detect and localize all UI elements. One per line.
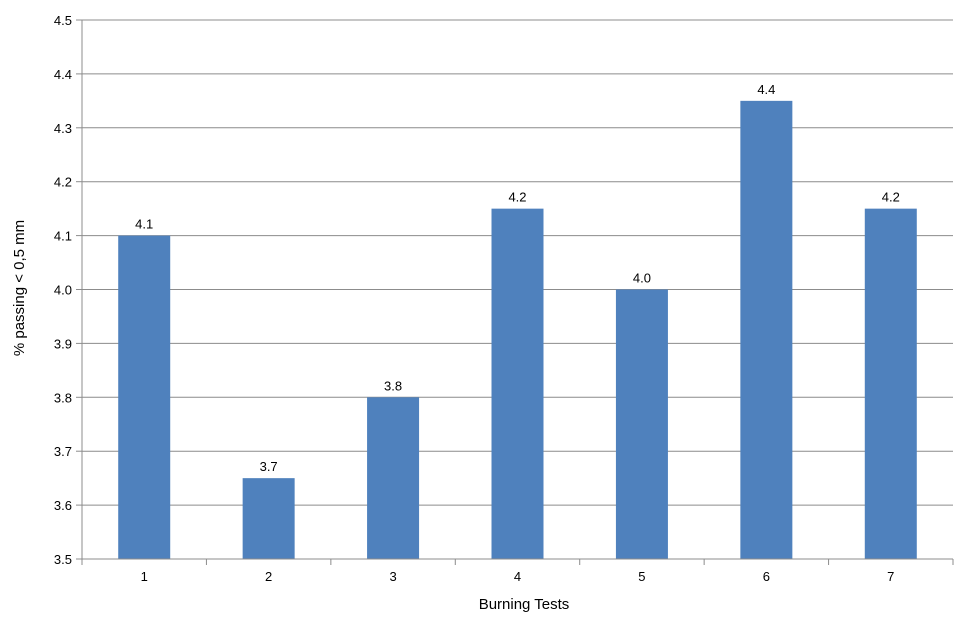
x-axis-title: Burning Tests <box>479 596 570 613</box>
y-tick-label: 4.2 <box>54 175 72 190</box>
x-tick-label: 3 <box>389 569 396 584</box>
x-tick-label: 1 <box>141 569 148 584</box>
y-tick-label: 4.0 <box>54 283 72 298</box>
x-tick-label: 2 <box>265 569 272 584</box>
y-tick-label: 3.5 <box>54 552 72 567</box>
y-tick-label: 3.9 <box>54 336 72 351</box>
bars <box>118 100 917 559</box>
y-tick-label: 4.4 <box>54 67 72 82</box>
data-label: 4.2 <box>508 190 526 205</box>
data-label: 4.1 <box>135 217 153 232</box>
y-tick-label: 3.6 <box>54 498 72 513</box>
bar <box>740 100 793 559</box>
data-label: 4.0 <box>633 271 651 286</box>
bar <box>491 208 544 559</box>
x-tick-label: 4 <box>514 569 521 584</box>
data-label: 4.2 <box>882 190 900 205</box>
data-label: 3.8 <box>384 378 402 393</box>
labels: 3.5 3.6 3.7 3.8 3.9 4.0 4.1 4.2 4.3 4.4 4.5 4.1 1 3.7… <box>54 13 900 584</box>
data-label: 3.7 <box>260 459 278 474</box>
x-tick-label: 5 <box>638 569 645 584</box>
bar <box>118 235 171 559</box>
x-tick-label: 7 <box>887 569 894 584</box>
y-tick-label: 3.7 <box>54 444 72 459</box>
y-tick-label: 4.5 <box>54 13 72 28</box>
axes <box>76 19 954 565</box>
y-tick-label: 4.3 <box>54 121 72 136</box>
bar <box>242 478 295 559</box>
bar <box>864 208 917 559</box>
y-tick-label: 3.8 <box>54 390 72 405</box>
x-tick-label: 6 <box>763 569 770 584</box>
y-axis-title: % passing < 0,5 mm <box>11 220 28 356</box>
bar <box>615 289 668 559</box>
y-tick-label: 4.1 <box>54 229 72 244</box>
bar <box>367 397 420 559</box>
data-label: 4.4 <box>757 82 775 97</box>
